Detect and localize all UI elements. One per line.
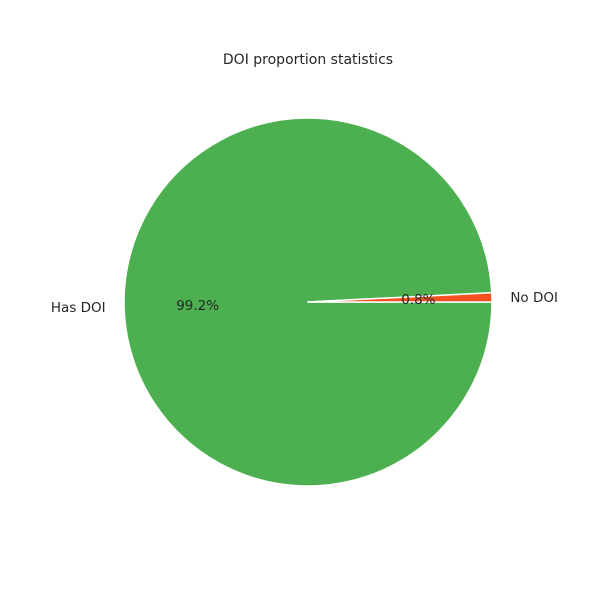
slice-label-no-doi: No DOI — [510, 290, 558, 306]
pct-label-no-doi: 0.8% — [401, 292, 435, 308]
pie-slice-no-doi — [307, 292, 493, 303]
pct-label-has-doi: 99.2% — [176, 298, 219, 314]
pie-slices — [123, 117, 493, 487]
pie-labels: Has DOI 99.2% No DOI 0.8% — [51, 290, 558, 316]
slice-label-has-doi: Has DOI — [51, 300, 106, 316]
chart-title: DOI proportion statistics — [223, 52, 393, 68]
